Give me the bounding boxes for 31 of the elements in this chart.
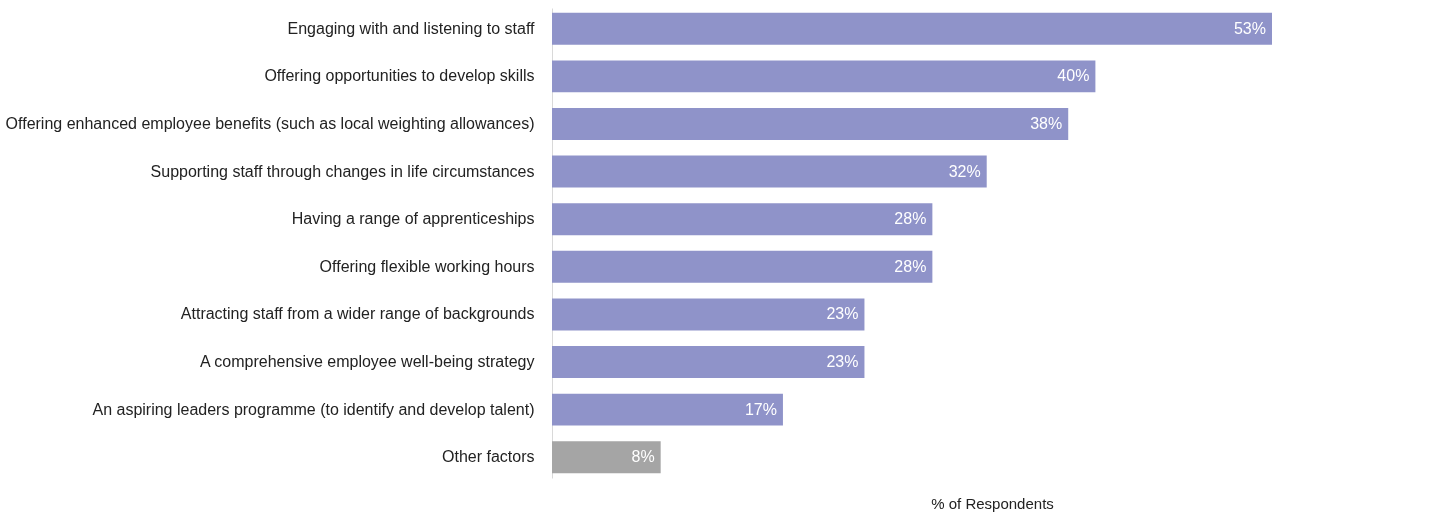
bar <box>552 346 865 378</box>
bar <box>552 441 661 474</box>
data-label: 17% <box>744 400 777 418</box>
bar <box>552 203 933 236</box>
y-tick-label: Offering enhanced employee benefits (such as local weighting allowances) <box>5 114 535 132</box>
bar <box>552 155 987 188</box>
y-tick-label: Supporting staff through changes in life circumstances <box>150 162 535 180</box>
data-label: 40% <box>1057 67 1090 85</box>
bar <box>552 298 865 331</box>
x-axis-title: % of Respondents <box>931 494 1054 512</box>
data-label: 28% <box>894 210 927 228</box>
y-tick-label: A comprehensive employee well-being strategy <box>200 353 535 371</box>
y-tick-label: Having a range of apprenticeships <box>291 210 535 228</box>
data-label: 23% <box>826 353 859 371</box>
y-tick-label: Offering flexible working hours <box>319 257 535 275</box>
data-label: 28% <box>894 257 927 275</box>
data-label: 8% <box>631 448 655 466</box>
y-tick-label: Offering opportunities to develop skills <box>264 67 535 85</box>
data-label: 38% <box>1030 114 1063 132</box>
bar <box>552 393 783 426</box>
y-tick-label: An aspiring leaders programme (to identify and develop talent) <box>92 400 535 418</box>
bar <box>552 60 1096 93</box>
bar <box>552 108 1069 140</box>
y-tick-label: Engaging with and listening to staff <box>287 19 536 37</box>
y-tick-label: Other factors <box>442 448 535 466</box>
data-label: 23% <box>826 305 859 323</box>
data-label: 32% <box>948 162 981 180</box>
bar <box>552 250 933 283</box>
bar <box>552 12 1272 45</box>
y-tick-label: Attracting staff from a wider range of backgrounds <box>180 305 535 323</box>
data-label: 53% <box>1233 19 1266 37</box>
